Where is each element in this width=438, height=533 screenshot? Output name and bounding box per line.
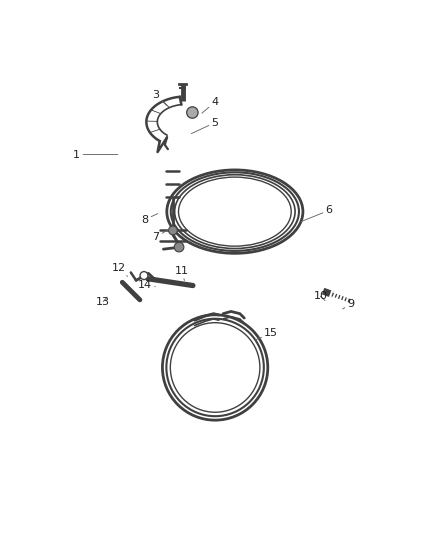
Text: 1: 1 [73, 150, 118, 159]
Text: 5: 5 [191, 117, 218, 134]
Text: 6: 6 [300, 205, 332, 222]
Circle shape [168, 226, 177, 235]
Text: 15: 15 [254, 328, 278, 340]
Circle shape [140, 272, 148, 279]
Text: 9: 9 [342, 299, 354, 309]
Text: 12: 12 [111, 263, 127, 277]
Text: 8: 8 [141, 214, 157, 224]
Text: 10: 10 [313, 292, 327, 301]
Text: 13: 13 [96, 297, 110, 306]
Text: 11: 11 [175, 266, 189, 280]
Text: 4: 4 [201, 97, 218, 113]
Text: 14: 14 [138, 280, 155, 290]
Text: 7: 7 [152, 229, 169, 242]
Circle shape [174, 242, 184, 252]
Text: 3: 3 [152, 90, 166, 106]
Circle shape [186, 107, 198, 118]
